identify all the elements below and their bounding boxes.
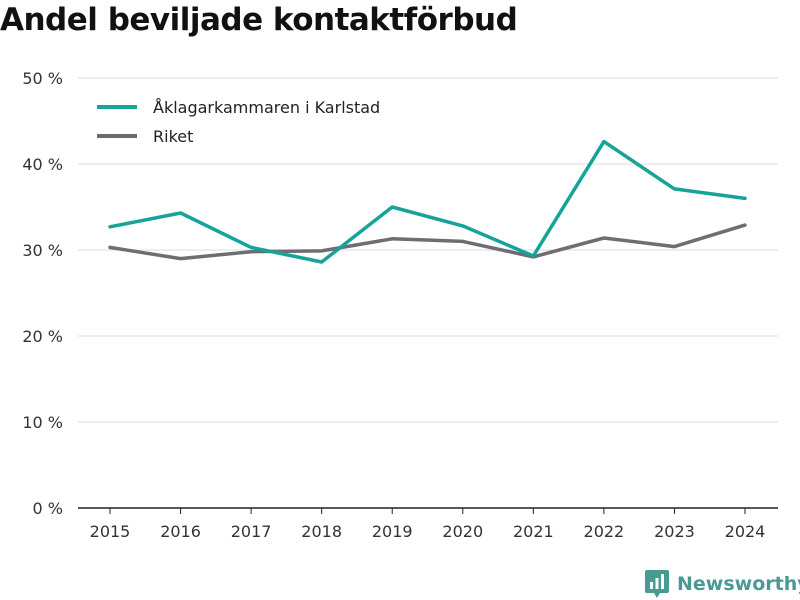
x-tick-label: 2023 <box>654 522 695 541</box>
x-tick-label: 2016 <box>160 522 201 541</box>
y-tick-label: 30 % <box>22 241 63 260</box>
series-line <box>108 139 747 264</box>
x-tick-label: 2021 <box>513 522 554 541</box>
legend-label: Åklagarkammaren i Karlstad <box>153 98 380 117</box>
y-tick-label: 20 % <box>22 327 63 346</box>
x-tick-label: 2015 <box>90 522 131 541</box>
y-tick-label: 10 % <box>22 413 63 432</box>
chart-title: Andel beviljade kontaktförbud <box>0 2 518 38</box>
x-tick-label: 2017 <box>231 522 272 541</box>
x-tick-label: 2019 <box>372 522 413 541</box>
x-axis: 2015 2016 2017 2018 2019 2020 2021 2022 2023 2024 <box>78 507 778 541</box>
series-line <box>108 223 747 261</box>
legend-label: Riket <box>153 127 193 146</box>
brand: Newsworthy <box>644 569 800 599</box>
x-tick-label: 2022 <box>584 522 625 541</box>
series-lines <box>108 139 747 264</box>
newsworthy-logo-icon <box>645 570 669 598</box>
legend: Åklagarkammaren i Karlstad Riket <box>97 98 380 146</box>
brand-name: Newsworthy <box>677 573 800 595</box>
x-tick-label: 2024 <box>725 522 766 541</box>
y-tick-label: 0 % <box>33 499 63 518</box>
y-tick-label: 50 % <box>22 69 63 88</box>
y-axis-ticks: 0 % 10 % 20 % 30 % 40 % 50 % <box>22 69 63 518</box>
y-tick-label: 40 % <box>22 155 63 174</box>
x-tick-label: 2020 <box>442 522 483 541</box>
x-tick-label: 2018 <box>301 522 342 541</box>
gridlines <box>78 77 778 423</box>
